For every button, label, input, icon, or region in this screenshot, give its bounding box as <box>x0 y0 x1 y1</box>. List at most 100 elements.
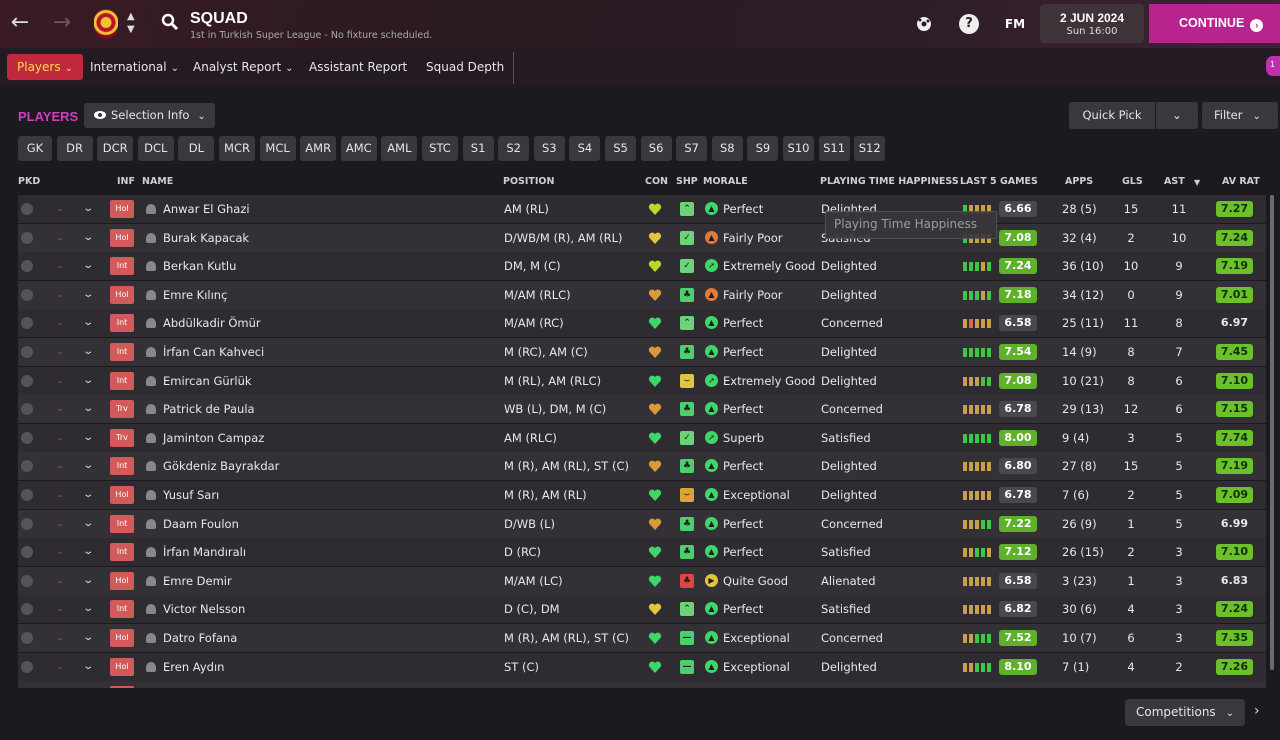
player-name[interactable]: Emircan Gürlük <box>163 373 252 388</box>
position-button[interactable]: S9 <box>747 136 779 161</box>
picked-indicator[interactable] <box>21 489 33 501</box>
tab-analyst-report[interactable]: Analyst Report ⌄ <box>193 60 294 74</box>
picked-indicator[interactable] <box>21 603 33 616</box>
position-button[interactable]: S10 <box>783 136 814 161</box>
table-row[interactable]: - ⌄ Int İrfan Mandıralı D (RC) ♣ ▲ Perfect Satis… <box>18 538 1266 567</box>
player-name[interactable]: Patrick de Paula <box>163 402 255 417</box>
col-con[interactable]: CON <box>645 176 668 187</box>
col-name[interactable]: NAME <box>142 176 174 187</box>
position-button[interactable]: DCR <box>97 136 134 161</box>
date-display[interactable]: 2 JUN 2024 Sun 16:00 <box>1040 4 1144 43</box>
position-button[interactable]: MCR <box>219 136 255 161</box>
ball-icon[interactable] <box>914 14 934 34</box>
row-chevron-icon[interactable]: ⌄ <box>82 431 95 443</box>
tab-squad-depth[interactable]: Squad Depth <box>426 60 505 74</box>
col-gls[interactable]: GLS <box>1122 176 1143 187</box>
table-row[interactable]: - ⌄ Hol Burak Kapacak D/WB/M (R), AM (RL) ✓ ▲ F… <box>18 223 1266 252</box>
back-arrow-icon[interactable]: ← <box>10 10 30 35</box>
position-button[interactable]: S7 <box>676 136 708 161</box>
row-chevron-icon[interactable]: ⌄ <box>82 574 95 586</box>
col-shp[interactable]: SHP <box>676 176 698 187</box>
table-row[interactable]: - ⌄ Int Gökdeniz Bayrakdar M (R), AM (RL), S… <box>18 452 1266 481</box>
picked-indicator[interactable] <box>21 203 33 215</box>
row-chevron-icon[interactable]: ⌄ <box>82 374 95 386</box>
player-name[interactable]: Jaminton Campaz <box>163 430 265 445</box>
col-apps[interactable]: APPS <box>1065 176 1094 187</box>
forward-arrow-icon[interactable]: → <box>52 10 72 35</box>
row-chevron-icon[interactable]: ⌄ <box>82 517 95 529</box>
position-button[interactable]: MCL <box>259 136 296 161</box>
position-button[interactable]: S2 <box>498 136 530 161</box>
picked-indicator[interactable] <box>21 546 33 559</box>
table-row[interactable]: - ⌄ Hol Yusuf Sarı M (R), AM (RL) ⌣ ▲ Exception… <box>18 481 1266 509</box>
table-row[interactable]: - ⌄ Int Abdülkadir Ömür M/AM (RC) ⌃ ▲ Perfect Co… <box>18 309 1266 338</box>
player-name[interactable]: İrfan Can Kahveci <box>163 345 265 359</box>
player-name[interactable]: Anwar El Ghazi <box>163 202 250 216</box>
table-row[interactable]: - ⌄ Trv Patrick de Paula WB (L), DM, M (C) ♣ ▲… <box>18 395 1266 424</box>
position-button[interactable]: DL <box>178 136 215 161</box>
position-button[interactable]: DR <box>56 136 93 161</box>
selection-info-button[interactable]: Selection Info ⌄ <box>84 103 215 128</box>
position-button[interactable]: DCL <box>137 136 174 161</box>
row-chevron-icon[interactable]: ⌄ <box>82 203 95 214</box>
picked-indicator[interactable] <box>21 346 33 358</box>
picked-indicator[interactable] <box>21 660 33 673</box>
row-chevron-icon[interactable]: ⌄ <box>82 346 95 357</box>
table-row[interactable]: - ⌄ Hol Emre Demir M/AM (LC) ♣ ▶ Quite Good Alie… <box>18 566 1266 595</box>
position-button[interactable]: AMC <box>340 136 377 161</box>
position-button[interactable]: S8 <box>711 136 743 161</box>
player-name[interactable]: Yusuf Sarı <box>163 488 220 502</box>
row-chevron-icon[interactable]: ⌄ <box>82 288 95 300</box>
row-chevron-icon[interactable]: ⌄ <box>82 460 95 472</box>
picked-indicator[interactable] <box>21 374 33 387</box>
col-av-rat[interactable]: AV RAT <box>1222 176 1260 187</box>
tab-international[interactable]: International ⌄ <box>90 60 179 74</box>
col-position[interactable]: POSITION <box>503 176 555 187</box>
table-row[interactable]: - ⌄ Hol Emre Kılınç M/AM (RLC) ♣ ▲ Fairly Poor D… <box>18 280 1266 309</box>
quick-pick-button[interactable]: Quick Pick <box>1069 102 1155 129</box>
position-button[interactable]: GK <box>18 136 52 161</box>
table-row[interactable]: - ⌄ Int Victor Nelsson D (C), DM ⌃ ▲ Perfect Sat… <box>18 595 1266 624</box>
position-button[interactable]: S11 <box>818 136 850 161</box>
position-button[interactable]: S12 <box>854 136 886 161</box>
scrollbar[interactable] <box>1268 195 1276 688</box>
position-button[interactable]: AML <box>381 136 418 161</box>
player-name[interactable]: Emre Kılınç <box>163 287 228 302</box>
picked-indicator[interactable] <box>21 231 33 244</box>
tab-assistant-report[interactable]: Assistant Report <box>309 60 408 74</box>
picked-indicator[interactable] <box>21 288 33 301</box>
col-last-5-games[interactable]: LAST 5 GAMES <box>960 176 1038 187</box>
position-button[interactable]: S6 <box>640 136 672 161</box>
player-name[interactable]: Berkan Kutlu <box>163 259 237 274</box>
row-chevron-icon[interactable]: ⌄ <box>82 317 95 329</box>
picked-indicator[interactable] <box>21 317 33 330</box>
search-icon[interactable] <box>161 13 179 31</box>
position-button[interactable]: S5 <box>605 136 636 161</box>
table-row[interactable]: - ⌄ Int Berkan Kutlu DM, M (C) ✓ ➚ Extremely Go… <box>18 252 1266 281</box>
picked-indicator[interactable] <box>21 260 33 273</box>
filter-button[interactable]: Filter ⌄ <box>1202 102 1278 129</box>
picked-indicator[interactable] <box>21 460 33 473</box>
row-chevron-icon[interactable]: ⌄ <box>82 546 95 558</box>
player-name[interactable]: Eren Aydın <box>163 659 225 674</box>
player-name[interactable]: Daam Foulon <box>163 516 239 531</box>
picked-indicator[interactable] <box>21 403 33 416</box>
notification-badge[interactable]: 1 <box>1266 56 1280 76</box>
competitions-dropdown[interactable]: Competitions ⌄ <box>1125 699 1245 726</box>
fm-menu-button[interactable]: FM <box>1004 17 1026 31</box>
row-chevron-icon[interactable]: ⌄ <box>82 403 95 415</box>
sort-desc-icon[interactable]: ▼ <box>1194 178 1201 187</box>
player-name[interactable]: Burak Kapacak <box>163 230 250 245</box>
position-button[interactable]: S4 <box>569 136 601 161</box>
table-row[interactable] <box>18 681 1266 688</box>
table-row[interactable]: - ⌄ Hol Datro Fofana M (R), AM (RL), ST (C) —… <box>18 624 1266 652</box>
picked-indicator[interactable] <box>21 632 33 644</box>
table-row[interactable]: - ⌄ Int Daam Foulon D/WB (L) ♣ ▲ Perfect Concern… <box>18 509 1266 538</box>
col-inf[interactable]: INF <box>117 176 135 187</box>
player-name[interactable]: İrfan Mandıralı <box>163 545 247 560</box>
picked-indicator[interactable] <box>21 431 33 444</box>
tab-players[interactable]: Players ⌄ <box>7 54 83 80</box>
row-chevron-icon[interactable]: ⌄ <box>82 603 95 615</box>
col-pkd[interactable]: PKD <box>18 176 41 187</box>
player-name[interactable]: Emre Demir <box>163 573 232 588</box>
